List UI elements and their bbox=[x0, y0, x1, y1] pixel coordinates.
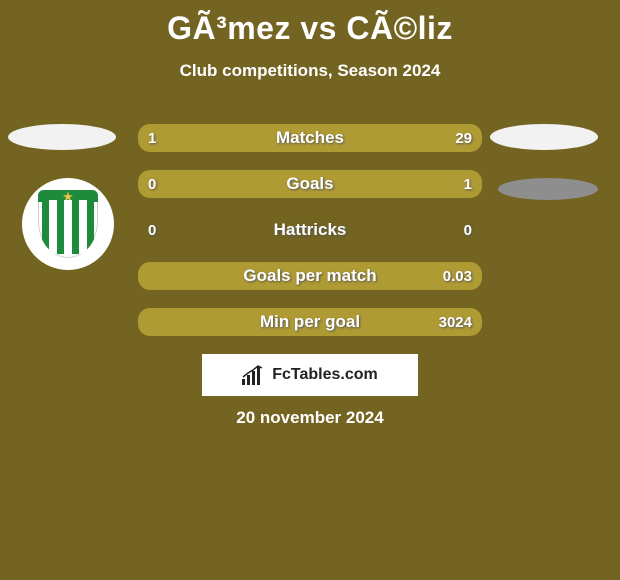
brand-box: FcTables.com bbox=[202, 354, 418, 396]
date-label: 20 november 2024 bbox=[0, 408, 620, 428]
bar-chart-icon bbox=[242, 365, 266, 385]
player-left-avatar-placeholder bbox=[8, 124, 116, 150]
stat-fill-right bbox=[138, 308, 482, 336]
shield-icon: ★ bbox=[38, 190, 98, 258]
stat-fill-right bbox=[138, 170, 482, 198]
club-right-badge-placeholder bbox=[498, 178, 598, 200]
stat-row: 0 0Hattricks bbox=[138, 216, 482, 244]
stat-value-right: 0 bbox=[464, 216, 472, 244]
brand-label: FcTables.com bbox=[272, 366, 378, 384]
stat-label: Hattricks bbox=[138, 216, 482, 244]
stat-fill-right bbox=[200, 124, 482, 152]
stat-row: 3024Min per goal bbox=[138, 308, 482, 336]
stat-fill-left bbox=[138, 124, 200, 152]
player-right-avatar-placeholder bbox=[490, 124, 598, 150]
stat-value-left: 0 bbox=[148, 216, 156, 244]
stats-bars: 129Matches 01Goals 0 0Hattricks 0.03Goals pe… bbox=[138, 124, 482, 354]
stat-fill-right bbox=[138, 262, 482, 290]
page-title: GÃ³mez vs CÃ©liz bbox=[0, 0, 620, 47]
stat-row: 0.03Goals per match bbox=[138, 262, 482, 290]
stat-row: 129Matches bbox=[138, 124, 482, 152]
stat-row: 01Goals bbox=[138, 170, 482, 198]
subtitle: Club competitions, Season 2024 bbox=[0, 61, 620, 81]
club-left-badge: ★ bbox=[22, 178, 114, 270]
